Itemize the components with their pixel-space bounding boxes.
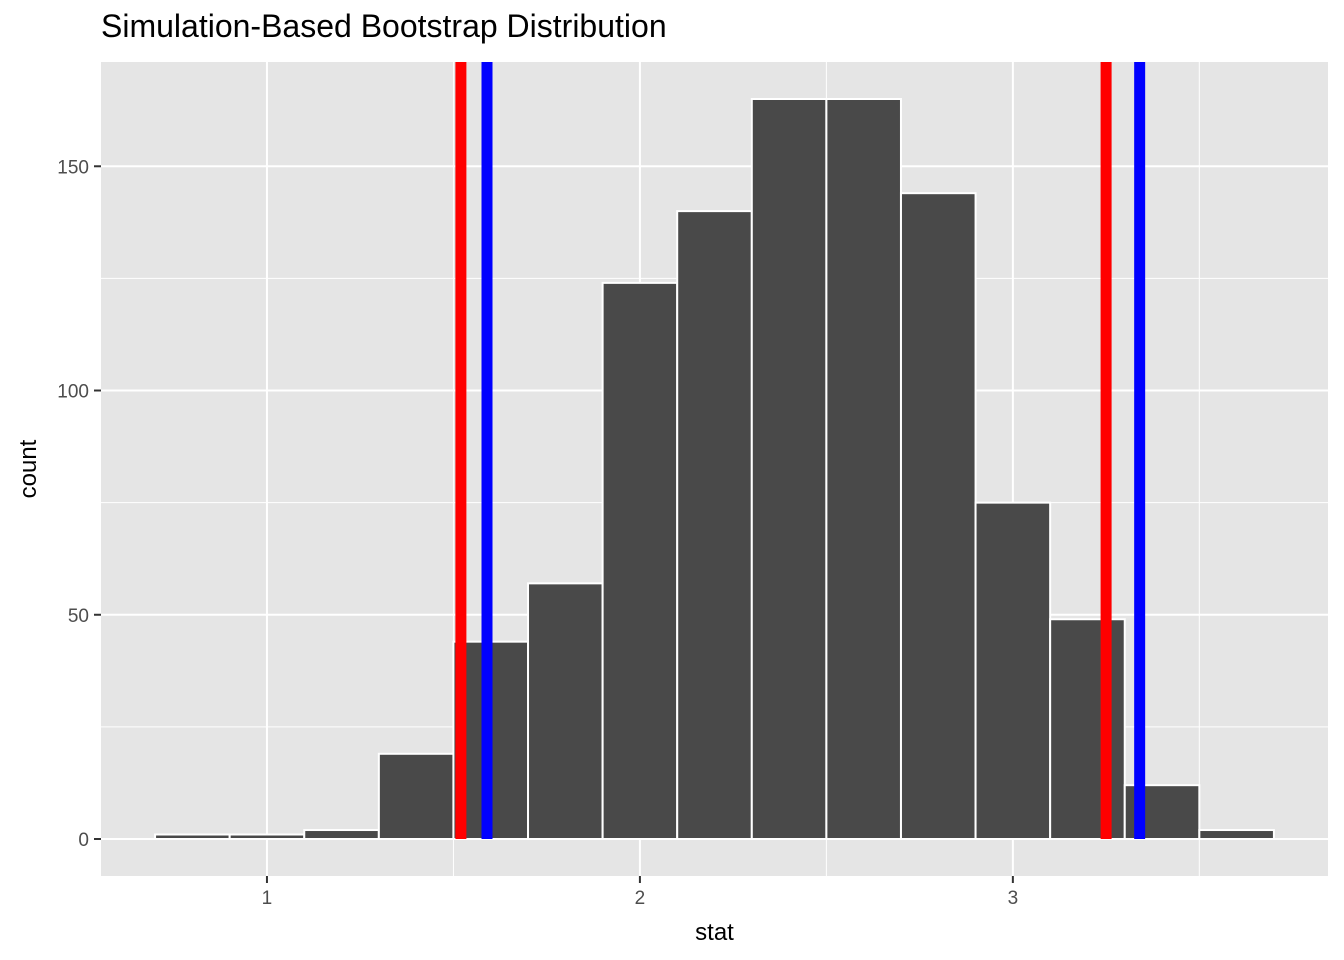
interval-lines bbox=[455, 62, 1146, 839]
histogram-bar bbox=[1198, 829, 1275, 840]
histogram-bar bbox=[303, 829, 380, 840]
histogram-bar bbox=[750, 98, 828, 840]
x-axis-title: stat bbox=[695, 919, 734, 946]
chart-title: Simulation-Based Bootstrap Distribution bbox=[101, 8, 667, 44]
histogram-bar bbox=[228, 833, 306, 840]
y-tick-label: 150 bbox=[57, 157, 89, 178]
x-tick-label: 1 bbox=[262, 888, 273, 909]
histogram-bar bbox=[676, 210, 753, 840]
histogram-bar bbox=[527, 582, 604, 841]
y-tick-label: 0 bbox=[78, 830, 89, 851]
x-axis: 1 2 3 bbox=[262, 876, 1018, 909]
histogram-bar bbox=[899, 192, 977, 840]
histogram-bar bbox=[154, 833, 231, 840]
y-axis: 0 50 100 150 bbox=[57, 157, 101, 851]
histogram-bar bbox=[601, 281, 679, 840]
histogram-bar bbox=[1049, 618, 1126, 840]
y-tick-label: 50 bbox=[68, 606, 89, 627]
x-tick-label: 3 bbox=[1008, 888, 1019, 909]
histogram-bar bbox=[974, 501, 1052, 840]
histogram-bar bbox=[377, 752, 455, 841]
x-tick-label: 2 bbox=[635, 888, 646, 909]
y-axis-title: count bbox=[15, 439, 42, 498]
y-tick-label: 100 bbox=[57, 382, 89, 403]
histogram-bar bbox=[825, 98, 902, 840]
